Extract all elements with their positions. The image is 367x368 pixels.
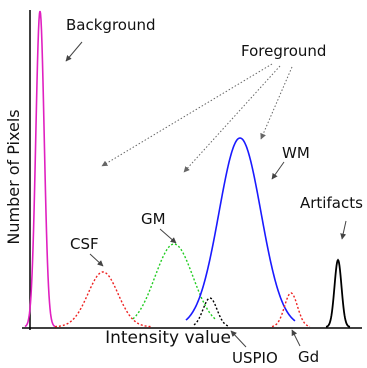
y-axis-label: Number of Pixels <box>4 109 23 244</box>
gd-curve <box>271 292 311 328</box>
artifacts-label: Artifacts <box>300 194 363 212</box>
gd-arrow <box>291 329 301 347</box>
foreground-label: Foreground <box>241 42 326 60</box>
x-axis-label: Intensity value <box>105 328 231 348</box>
background-curve <box>24 10 56 328</box>
csf-curve <box>54 271 152 328</box>
wm-curve <box>185 137 296 322</box>
foreground-arrow-1 <box>101 63 273 167</box>
gd-label: Gd <box>298 348 319 366</box>
csf-label: CSF <box>70 235 99 253</box>
wm-arrow <box>271 161 285 180</box>
background-arrow <box>65 41 83 62</box>
gm-label: GM <box>141 210 166 228</box>
uspio-curve <box>193 297 229 327</box>
gm-arrow <box>159 228 177 244</box>
uspio-arrow <box>230 330 247 348</box>
foreground-arrow-2 <box>183 65 281 173</box>
foreground-arrow-3 <box>260 66 293 140</box>
background-label: Background <box>66 16 156 34</box>
csf-arrow <box>89 253 104 267</box>
artifacts-arrow <box>340 220 347 240</box>
wm-label: WM <box>282 144 310 162</box>
uspio-label: USPIO <box>232 349 278 367</box>
gm-curve <box>132 243 216 320</box>
artifacts-curve <box>325 258 351 328</box>
